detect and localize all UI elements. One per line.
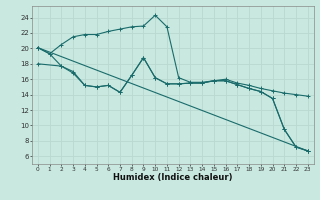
X-axis label: Humidex (Indice chaleur): Humidex (Indice chaleur) xyxy=(113,173,233,182)
